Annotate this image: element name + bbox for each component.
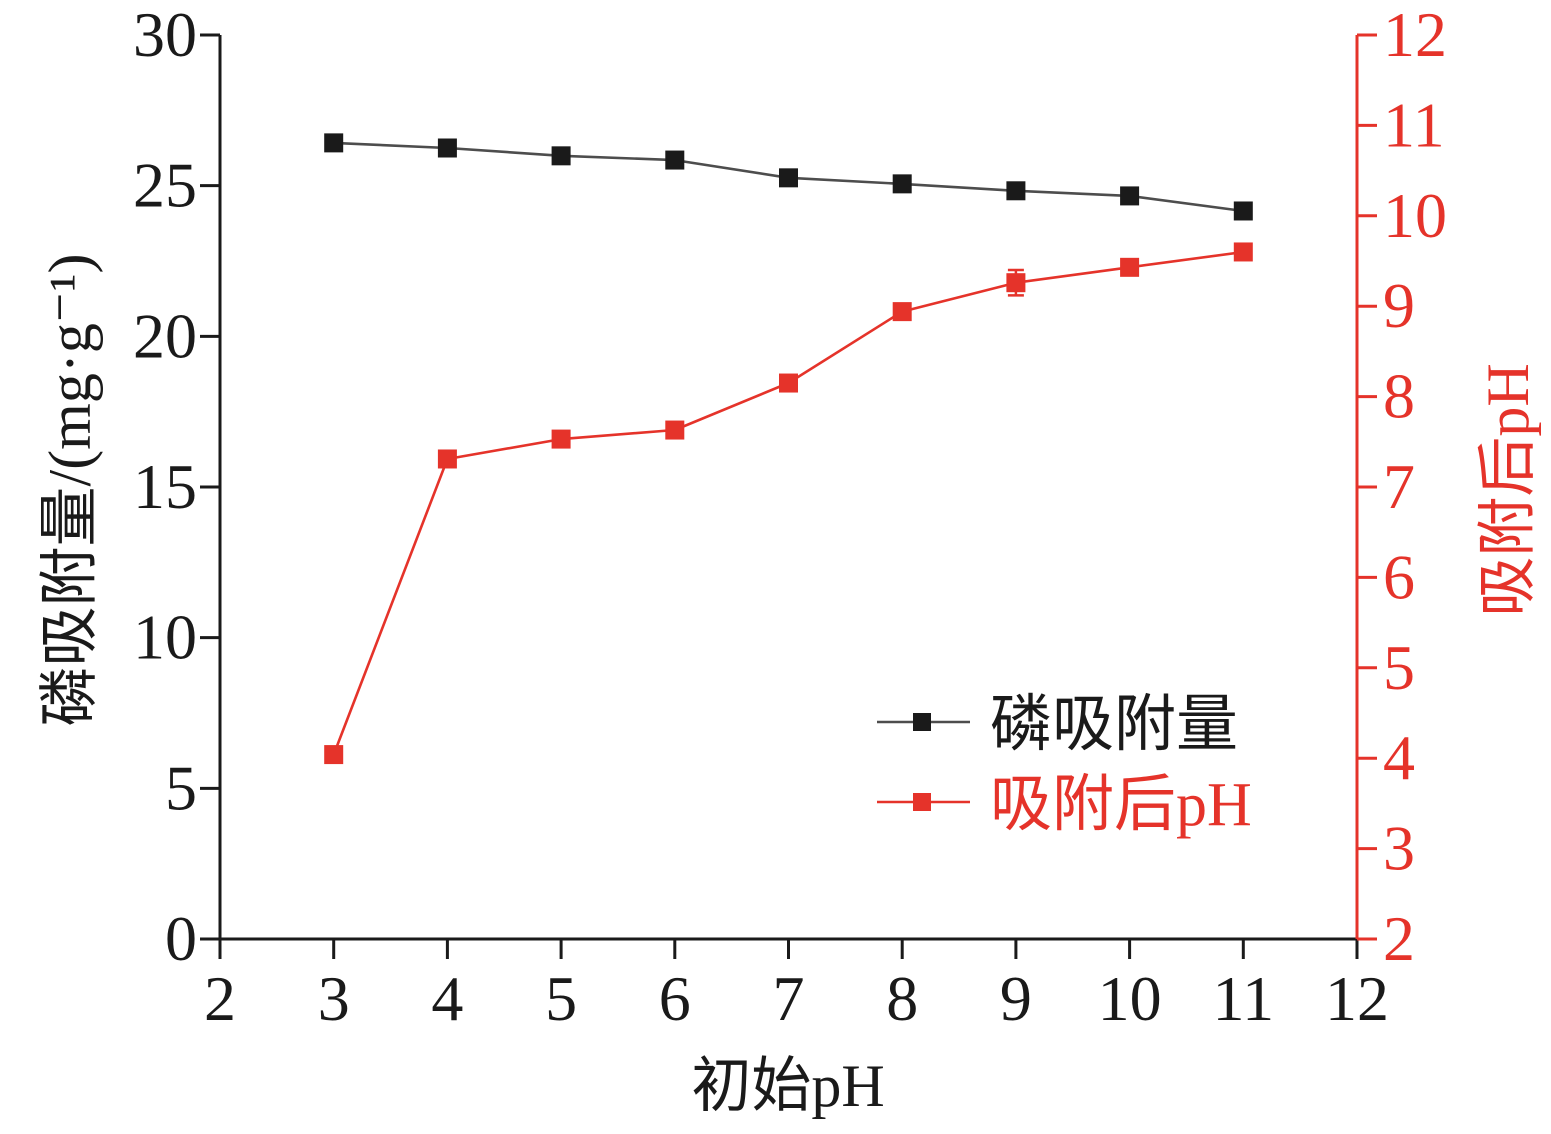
y2-tick-label-5: 5 <box>1383 632 1415 703</box>
x-tick-label-7: 7 <box>773 963 805 1034</box>
post-adsorption-ph-marker-4 <box>437 449 457 469</box>
y-tick-label-30: 30 <box>133 0 197 70</box>
post-adsorption-ph-marker-7 <box>779 373 798 393</box>
post-adsorption-ph-marker-11 <box>1233 242 1253 262</box>
x-tick-label-6: 6 <box>659 963 691 1034</box>
x-tick-label-8: 8 <box>886 963 918 1034</box>
phosphorus-adsorption-marker-6 <box>665 150 685 170</box>
y2-axis-title: 吸附后pH <box>1475 363 1541 616</box>
plot-area <box>324 133 1253 765</box>
y-tick-label-5: 5 <box>165 752 197 823</box>
post-adsorption-ph-marker-10 <box>1120 257 1140 277</box>
phosphorus-adsorption-marker-10 <box>1120 186 1140 206</box>
x-tick-label-11: 11 <box>1212 963 1274 1034</box>
post-adsorption-ph-marker-8 <box>892 302 912 322</box>
phosphorus-adsorption-marker-7 <box>779 168 798 188</box>
x-tick-label-2: 2 <box>204 963 236 1034</box>
legend-marker-phosphorus-adsorption <box>913 713 931 731</box>
y2-tick-label-11: 11 <box>1383 89 1445 160</box>
phosphorus-adsorption-marker-8 <box>892 174 912 194</box>
y2-tick-label-10: 10 <box>1383 180 1447 251</box>
x-tick-label-3: 3 <box>318 963 350 1034</box>
y-tick-label-15: 15 <box>133 451 197 522</box>
y2-tick-label-8: 8 <box>1383 361 1415 432</box>
axes: 2 3 4 5 6 7 8 9 10 11 12 0 5 10 15 20 25 30 2 3 4 5 6 7 8 9 10 11 12 <box>133 0 1447 1034</box>
y2-tick-label-9: 9 <box>1383 270 1415 341</box>
y2-tick-label-7: 7 <box>1383 451 1415 522</box>
phosphorus-adsorption-marker-5 <box>551 146 571 166</box>
x-axis-title: 初始pH <box>691 1053 884 1119</box>
x-tick-label-10: 10 <box>1098 963 1162 1034</box>
phosphorus-adsorption-marker-4 <box>437 138 457 158</box>
phosphorus-adsorption-marker-11 <box>1233 201 1253 221</box>
phosphorus-adsorption-marker-3 <box>324 133 344 153</box>
x-tick-label-5: 5 <box>545 963 577 1034</box>
post-adsorption-ph-marker-5 <box>551 429 571 449</box>
x-tick-label-12: 12 <box>1325 963 1389 1034</box>
legend-label-phosphorus-adsorption: 磷吸附量 <box>990 691 1238 759</box>
y2-tick-label-2: 2 <box>1383 903 1415 974</box>
y-tick-label-25: 25 <box>133 150 197 221</box>
y2-tick-label-12: 12 <box>1383 0 1447 70</box>
y-axis-title: 磷吸附量/(mg·g⁻¹) <box>37 254 103 727</box>
y-tick-label-10: 10 <box>133 602 197 673</box>
y2-tick-label-6: 6 <box>1383 541 1415 612</box>
post-adsorption-ph-marker-9 <box>1006 273 1026 293</box>
post-adsorption-ph-line <box>332 250 1244 756</box>
y2-tick-label-3: 3 <box>1383 813 1415 884</box>
phosphorus-adsorption-marker-9 <box>1006 181 1026 201</box>
legend-marker-post-adsorption-ph <box>913 793 931 811</box>
y-tick-label-0: 0 <box>165 903 197 974</box>
x-tick-label-9: 9 <box>1000 963 1032 1034</box>
post-adsorption-ph-marker-3 <box>324 745 344 765</box>
x-tick-label-4: 4 <box>431 963 463 1034</box>
post-adsorption-ph-marker-6 <box>665 420 685 440</box>
y2-tick-label-4: 4 <box>1383 722 1415 793</box>
y-tick-label-20: 20 <box>133 300 197 371</box>
legend-label-post-adsorption-ph: 吸附后pH <box>990 771 1252 839</box>
